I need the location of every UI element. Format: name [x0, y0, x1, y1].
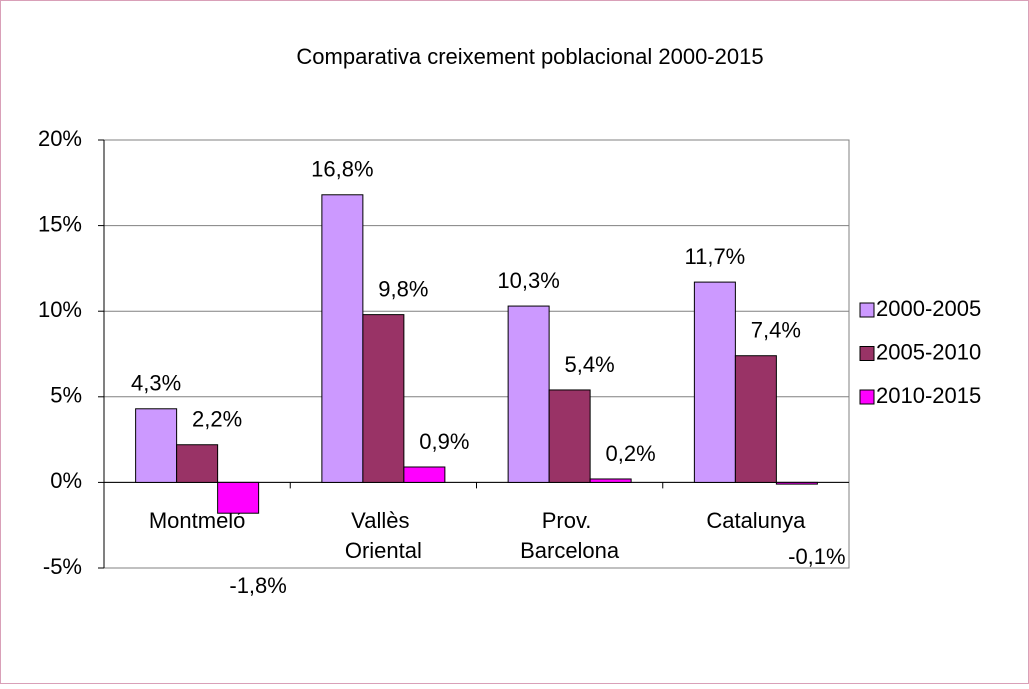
value-label: 4,3%	[131, 371, 181, 396]
bar	[176, 444, 219, 483]
bar	[217, 481, 260, 514]
y-tick-label: 15%	[38, 211, 82, 236]
value-label: -1,8%	[229, 573, 286, 598]
value-label: -0,1%	[788, 544, 845, 569]
bar	[693, 281, 736, 483]
value-label: 10,3%	[497, 268, 559, 293]
bar	[135, 408, 178, 483]
bar	[362, 314, 405, 483]
legend-swatch	[859, 389, 875, 405]
y-tick-label: 10%	[38, 297, 82, 322]
bar	[321, 194, 364, 483]
y-tick-label: 5%	[50, 383, 82, 408]
y-tick-label: 20%	[38, 126, 82, 151]
bar	[589, 478, 632, 483]
bar	[403, 466, 446, 483]
bar	[548, 389, 591, 483]
legend-label: 2005-2010	[876, 339, 981, 364]
y-tick-label: 0%	[50, 468, 82, 493]
legend-label: 2010-2015	[876, 383, 981, 408]
bar	[775, 481, 818, 485]
legend-swatch	[859, 346, 875, 361]
legend-label: 2000-2005	[876, 296, 981, 321]
chart-title: Comparativa creixement poblacional 2000-…	[296, 44, 763, 69]
value-label: 16,8%	[311, 157, 373, 182]
value-label: 2,2%	[192, 407, 242, 432]
legend-swatch	[859, 302, 875, 318]
value-label: 11,7%	[685, 244, 746, 269]
value-label: 7,4%	[751, 318, 801, 343]
x-tick-label: Catalunya	[706, 508, 806, 533]
x-tick-label: Vallès Oriental	[345, 508, 422, 563]
y-tick-label: -5%	[43, 554, 82, 579]
bar	[507, 305, 550, 483]
x-tick-label: Prov. Barcelona	[520, 508, 620, 563]
value-label: 0,2%	[606, 441, 656, 466]
plot-area	[103, 139, 850, 569]
value-label: 5,4%	[565, 352, 615, 377]
bar	[734, 355, 777, 483]
value-label: 0,9%	[419, 429, 469, 454]
value-label: 9,8%	[378, 276, 428, 301]
